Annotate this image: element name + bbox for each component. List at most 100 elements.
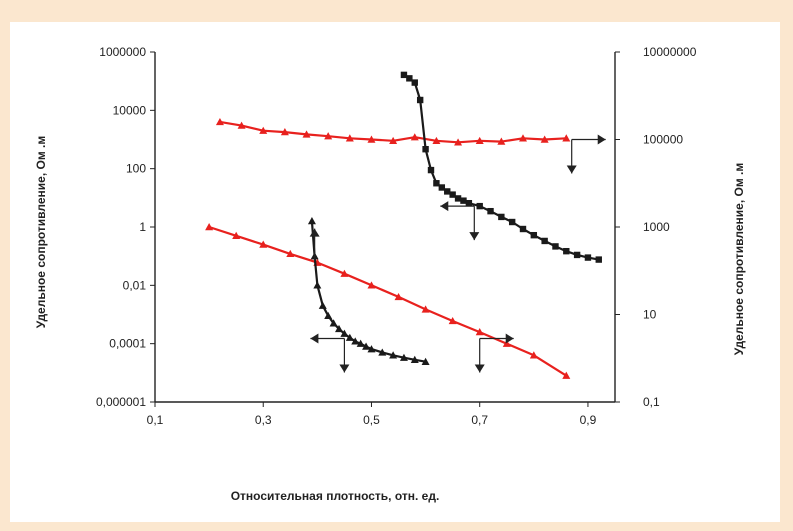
series-3-point [416,96,424,104]
series-2-point [367,345,376,353]
series-3-point [454,195,462,202]
series-2-point [318,301,327,309]
chart-frame: 0,1 0,3 0,5 0,7 0,9 0,000001 0,0001 0,01 1 100 100… [10,22,780,522]
series-2-point [324,311,333,320]
series-1-point [448,316,457,325]
annotation-arrowhead [440,201,449,212]
series-2-point [410,355,419,363]
series-0-point [215,117,224,126]
series-1-line [208,225,567,377]
series-2-point [307,217,316,225]
series-1-point [205,223,214,231]
y-left-tick-label: 100 [126,162,146,176]
series-1-point [340,269,349,277]
series-3-point [433,180,440,187]
x-tick-label: 0,9 [580,413,597,427]
series-2-point [329,319,338,327]
series-3-point [541,237,548,245]
series-1-point [475,328,484,336]
series-0-point [454,138,463,146]
annotation-arrowhead [310,333,319,344]
series-3-point [438,184,446,191]
series-1-point [259,240,268,248]
series-3-point [449,191,456,198]
y-left-tick-label: 0,01 [123,278,147,292]
annotation-arrowhead [597,134,606,145]
series-1-point [367,281,376,289]
series-0-point [302,130,311,138]
series-3-point [573,251,581,259]
series-3-point [519,225,527,233]
series-0-point [475,136,484,145]
x-tick-label: 0,7 [471,413,488,427]
y-left-tick-label: 10000 [113,103,147,117]
y-left-tick-label: 0,000001 [96,395,146,409]
axes-layer [154,52,616,403]
series-2-point [356,339,365,347]
series-0-point [519,134,527,142]
series-2-point [421,357,430,365]
series-2-point [362,342,371,350]
annotation-arrowhead [339,364,350,373]
series-3-point [530,231,538,239]
series-3-point [465,199,473,207]
series-0-point [389,136,398,145]
series-1-point [286,249,295,258]
annotation-arrowhead [309,228,320,237]
series-2-point [399,353,408,361]
y-left-tick-label: 0,0001 [109,337,146,351]
y-right-tick-label: 0,1 [643,395,660,409]
x-axis-title: Относительная плотность, отн. ед. [231,489,440,503]
series-1-point [529,351,538,359]
y-right-tick-label: 100000 [643,133,683,147]
series-2-point [351,337,360,345]
series-2-point [335,324,343,333]
annotation-arrowhead [474,364,485,373]
series-3-point [400,71,408,79]
series-0-point [345,134,354,142]
y-right-tick-label: 10000000 [643,45,697,59]
annotation-arrowhead [469,232,480,241]
x-tick-label: 0,1 [147,413,164,427]
y-axis-right-title: Удельное сопротивление, Ом .м [732,163,746,356]
annotation-arrowhead [505,333,514,344]
annotations-layer [309,134,606,373]
series-2-point [340,329,349,337]
series-0-point [432,136,441,145]
series-2-point [345,333,354,341]
series-1-point [421,305,430,313]
series-3-point [563,247,570,255]
x-tick-label: 0,5 [363,413,380,427]
ticks-layer: 0,1 0,3 0,5 0,7 0,90,0000010,00010,011100100… [96,45,697,427]
series-layer [205,71,602,379]
series-2-point [389,351,398,359]
series-0-point [410,133,419,141]
series-2-line [310,220,426,363]
y-right-tick-label: 10 [643,308,657,322]
series-3-point [444,188,451,195]
series-0-point [259,126,268,134]
series-0-point [540,135,549,143]
series-1-point [502,339,511,347]
series-0-point [280,128,289,136]
series-3-point [411,79,418,86]
series-3-point [460,197,467,204]
series-0-point [562,134,571,142]
y-right-tick-label: 1000 [643,220,670,234]
series-3-point [584,254,592,261]
series-3-point [498,213,505,221]
series-3-point [595,256,602,263]
series-1-point [562,371,571,379]
chart-svg: 0,1 0,3 0,5 0,7 0,90,0000010,00010,011100100… [34,45,746,503]
series-3-point [552,243,559,250]
series-3-point [406,75,413,82]
annotation-arrowhead [566,165,577,174]
y-axis-left-title: Удельное сопротивление, Ом .м [34,136,48,329]
y-left-tick-label: 1 [139,220,146,234]
x-tick-label: 0,3 [255,413,272,427]
series-3-point [422,146,429,153]
y-left-tick-label: 1000000 [99,45,146,59]
series-0-point [367,135,376,143]
series-3-point [487,207,494,215]
series-0-point [237,121,246,129]
